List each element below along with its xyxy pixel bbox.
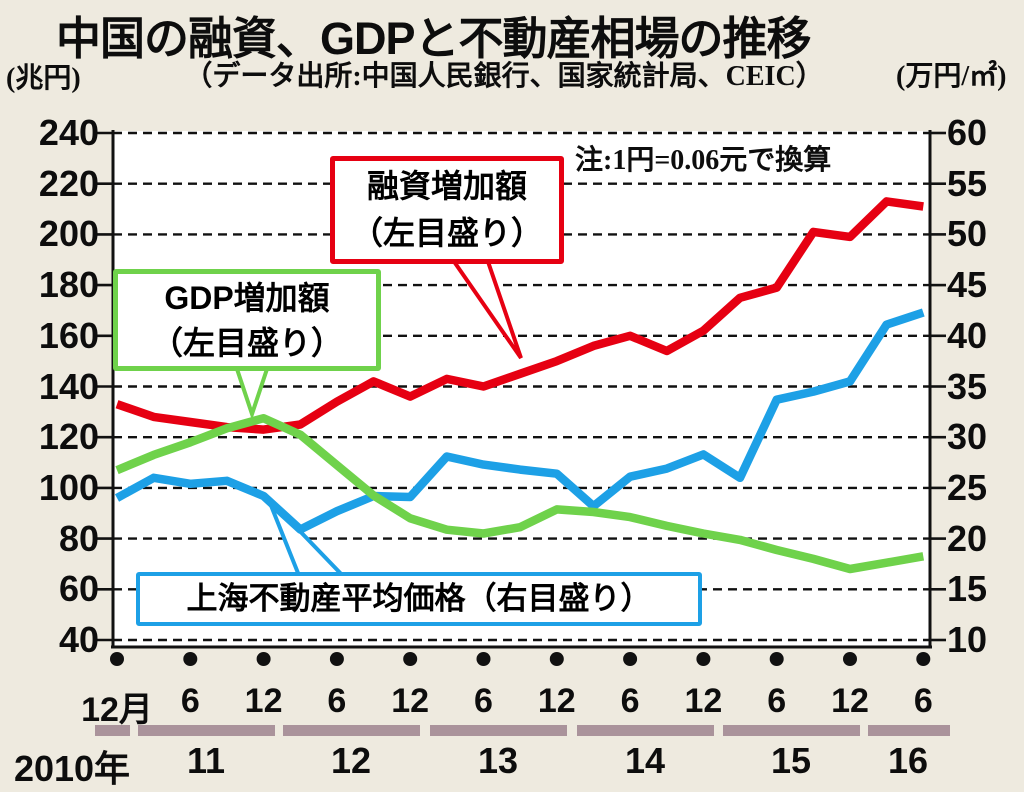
y-axis-label-left: 240 [38, 112, 99, 153]
x-axis-month-label: 12 [684, 682, 723, 720]
y-axis-label-left: 160 [38, 314, 99, 356]
x-axis-month-label: 12 [391, 682, 430, 720]
series-line-0 [115, 197, 924, 434]
conversion-note: 注:1円=0.06元で換算 [575, 145, 832, 176]
page-title: 中国の融資、GDPと不動産相場の推移 [56, 13, 812, 64]
y-axis-label-right: 30 [947, 416, 988, 458]
series-line-1 [115, 413, 925, 574]
x-axis-month-label: 12 [831, 682, 869, 720]
legend-financing-line1: 融資増加額 [366, 168, 527, 204]
x-axis-month-label: 6 [180, 682, 200, 720]
x-axis-year-label: 16 [887, 740, 929, 781]
y-axis-label-right: 60 [947, 112, 988, 153]
year-bar [138, 725, 275, 736]
year-bar [430, 725, 567, 736]
x-axis-dot [183, 652, 198, 666]
series-line-2 [114, 308, 925, 534]
x-axis-dot [403, 652, 418, 666]
x-axis-month-label: 6 [327, 682, 347, 720]
x-axis-dot [769, 652, 784, 666]
y-axis-label-left: 180 [38, 264, 99, 306]
x-axis-dot [256, 652, 271, 666]
x-axis-dot [110, 652, 124, 666]
year-bar [868, 725, 950, 736]
x-axis-dot [329, 652, 344, 666]
x-axis-year-label: 14 [624, 740, 666, 781]
y-axis-label-left: 120 [38, 416, 99, 458]
x-axis-month-label: 6 [767, 682, 787, 720]
y-axis-label-right: 45 [947, 264, 988, 306]
y-axis-label-left: 220 [38, 162, 99, 204]
year-bar [723, 725, 860, 736]
data-source-note: （データ出所:中国人民銀行、国家統計局、CEIC） [184, 61, 824, 92]
legend-shanghai-text: 上海不動産平均価格（右目盛り） [186, 581, 652, 616]
y-axis-label-right: 50 [947, 213, 988, 255]
x-axis-dot [843, 652, 857, 666]
x-axis-year-label: 13 [477, 740, 519, 781]
y-axis-label-left: 80 [58, 517, 99, 559]
x-axis-year-label: 2010年 [13, 748, 131, 789]
x-axis-dot [916, 652, 931, 666]
y-axis-label-right: 55 [947, 162, 988, 204]
y-axis-label-right: 10 [947, 619, 988, 660]
legend-financing-line2: （左目盛り） [350, 215, 543, 251]
y-axis-label-right: 35 [947, 365, 988, 407]
legend-gdp-line2: （左目盛り） [150, 325, 343, 361]
x-axis-month-label: 12月 [81, 691, 153, 729]
x-axis-dot [549, 652, 564, 666]
legend-gdp-line1: GDP増加額 [164, 280, 330, 316]
year-bar [283, 725, 420, 736]
y-axis-label-right: 15 [947, 568, 988, 610]
y-axis-label-left: 200 [38, 213, 99, 255]
x-axis-month-label: 12 [244, 682, 283, 720]
right-axis-unit: (万円/㎡) [896, 61, 1007, 92]
x-axis-dot [696, 652, 711, 666]
x-axis-year-label: 11 [186, 740, 226, 781]
year-bar [95, 725, 130, 736]
left-axis-unit: (兆円) [6, 63, 81, 94]
x-axis-dot [623, 652, 638, 666]
y-axis-label-left: 100 [38, 466, 99, 508]
x-axis-year-label: 15 [770, 740, 812, 781]
x-axis-dot [476, 652, 491, 666]
year-bar [577, 725, 714, 736]
y-axis-label-left: 140 [38, 365, 99, 407]
y-axis-label-right: 25 [947, 466, 988, 508]
x-axis-month-label: 6 [913, 682, 933, 720]
y-axis-label-left: 40 [58, 619, 99, 660]
x-axis-month-label: 6 [620, 682, 640, 720]
legend-financing-callout: 融資増加額 （左目盛り） [330, 156, 564, 264]
legend-shanghai-callout: 上海不動産平均価格（右目盛り） [136, 572, 702, 626]
x-axis-year-label: 12 [330, 740, 372, 781]
x-axis-month-label: 6 [474, 682, 493, 720]
y-axis-label-right: 40 [947, 314, 988, 356]
y-axis-label-left: 60 [58, 568, 99, 610]
legend-gdp-callout: GDP増加額 （左目盛り） [113, 269, 381, 371]
y-axis-label-right: 20 [947, 517, 988, 559]
x-axis-month-label: 12 [537, 682, 576, 720]
